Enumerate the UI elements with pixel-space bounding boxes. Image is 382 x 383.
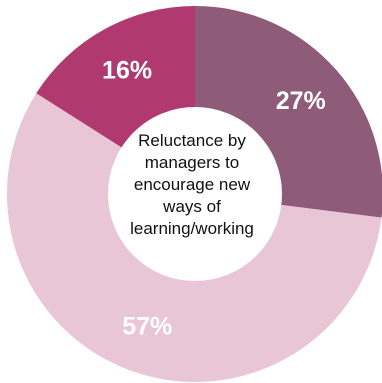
slice-label-16: 16%: [102, 56, 152, 84]
slice-label-27: 27%: [276, 87, 326, 115]
donut-hole: [108, 107, 282, 281]
center-label: Reluctance by managers to encourage new …: [130, 131, 254, 238]
slice-labels: 27% 57% 16%: [102, 56, 326, 340]
slice-label-57: 57%: [122, 313, 172, 341]
